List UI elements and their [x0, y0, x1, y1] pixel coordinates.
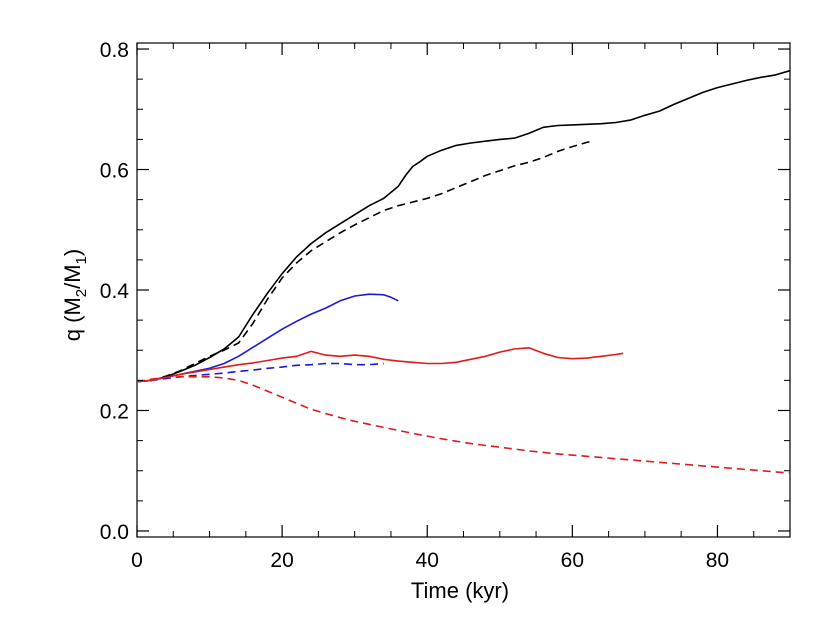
- y-axis-label: q (M2/M1): [60, 249, 90, 341]
- y-tick-label: 0.8: [100, 39, 129, 62]
- series-line-black-solid: [136, 69, 791, 383]
- y-tick-label: 0.6: [100, 160, 129, 183]
- y-label-sub-2: 2: [73, 289, 90, 297]
- y-axis-ticks: 0.0 0.2 0.4 0.6 0.8: [100, 39, 790, 544]
- plot-border: [136, 42, 791, 538]
- y-label-sub-1: 1: [73, 256, 90, 264]
- series-line-red-dashed: [136, 375, 791, 474]
- y-tick-label: 0.4: [100, 280, 130, 303]
- x-tick-label: 0: [131, 549, 143, 572]
- y-tick-label: 0.2: [100, 400, 129, 423]
- x-tick-label: 20: [270, 549, 293, 572]
- y-label-mid: /M: [60, 264, 85, 288]
- y-label-prefix: q (M: [60, 297, 85, 341]
- y-tick-label: 0.0: [100, 521, 129, 544]
- series-line-blue-dashed: [136, 362, 384, 383]
- series-line-black-dashed: [136, 139, 595, 383]
- x-axis-label: Time (kyr): [411, 578, 509, 603]
- series-line-red-solid: [136, 346, 624, 383]
- plot-frame: [136, 42, 791, 538]
- x-tick-label: 80: [706, 549, 729, 572]
- x-tick-label: 60: [561, 549, 584, 572]
- y-label-suffix: ): [60, 249, 85, 256]
- x-axis-ticks: 0 20 40 60 80: [131, 43, 755, 572]
- series-layer: [136, 69, 791, 474]
- x-tick-label: 40: [416, 549, 439, 572]
